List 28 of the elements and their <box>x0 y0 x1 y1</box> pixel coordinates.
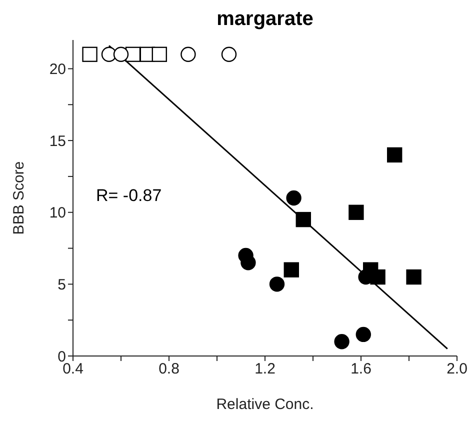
chart-title: margarate <box>216 8 314 31</box>
y-tick-label: 15 <box>49 132 66 150</box>
point <box>152 46 167 62</box>
x-tick-label: 0.8 <box>158 360 180 378</box>
point <box>180 46 196 62</box>
point <box>296 212 311 228</box>
x-axis-title: Relative Conc. <box>216 396 314 413</box>
point <box>286 190 302 206</box>
x-tick-label: 0.4 <box>62 360 84 378</box>
point <box>284 262 299 278</box>
point <box>82 46 98 62</box>
y-tick-label: 10 <box>49 204 66 222</box>
y-tick-label: 20 <box>49 61 66 78</box>
point <box>356 326 371 342</box>
point <box>406 269 422 285</box>
x-tick-label: 1.6 <box>350 360 372 378</box>
x-tick-label: 2.0 <box>446 360 468 378</box>
point <box>334 334 350 350</box>
point <box>240 255 256 270</box>
point <box>221 46 237 62</box>
point <box>348 204 364 220</box>
point <box>269 276 285 292</box>
point <box>387 147 402 163</box>
x-tick-label: 1.2 <box>254 360 276 378</box>
y-tick-label: 5 <box>58 276 66 294</box>
y-axis-title: BBB Score <box>10 161 28 235</box>
annotation: R= -0.87 <box>96 186 162 206</box>
point <box>113 46 129 62</box>
